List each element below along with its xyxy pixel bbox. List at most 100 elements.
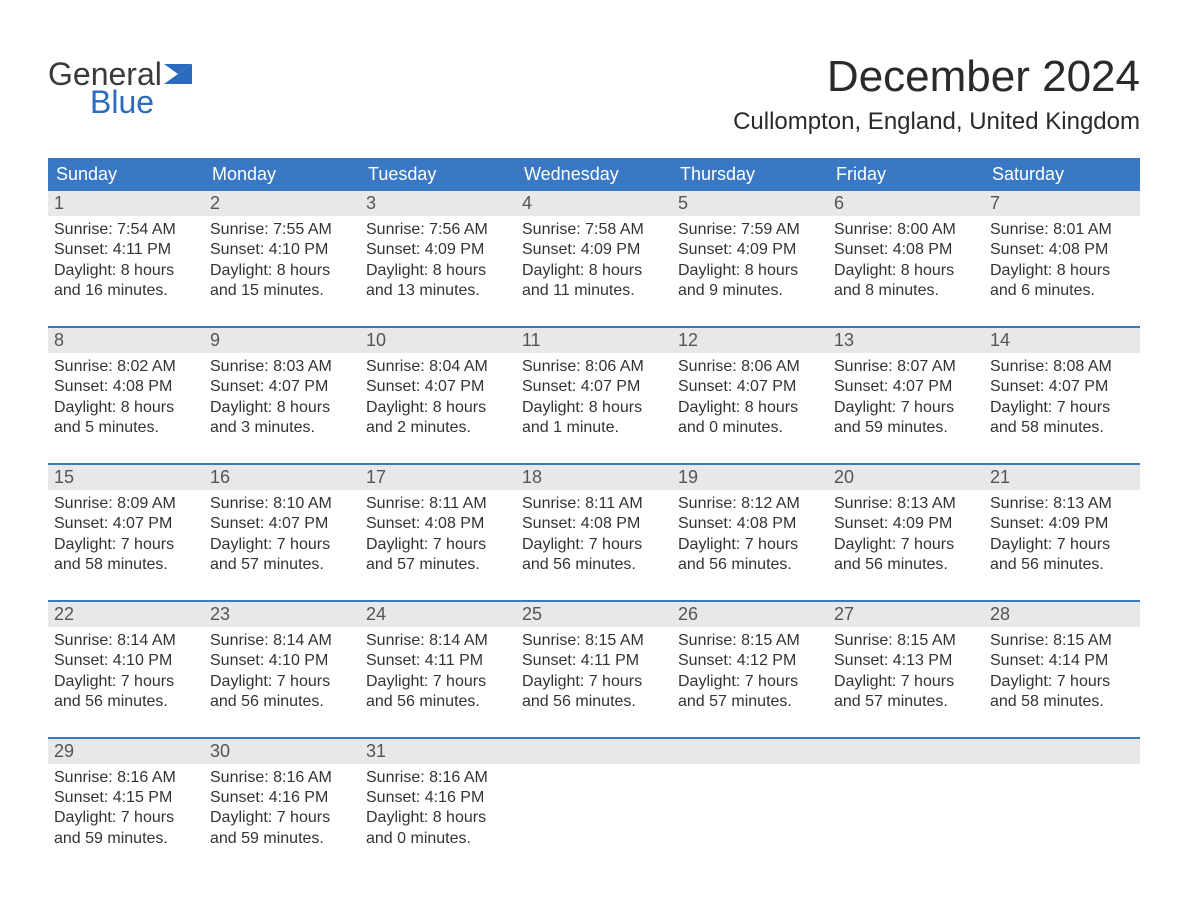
sunrise-text: Sunrise: 8:11 AM xyxy=(522,494,666,514)
day-details: Sunrise: 8:12 AMSunset: 4:08 PMDaylight:… xyxy=(672,490,828,580)
daylight-line2: and 5 minutes. xyxy=(54,418,198,438)
day-header: Friday xyxy=(828,158,984,191)
daylight-line1: Daylight: 7 hours xyxy=(366,672,510,692)
day-number: 13 xyxy=(828,328,984,353)
day-details: Sunrise: 8:14 AMSunset: 4:10 PMDaylight:… xyxy=(204,627,360,717)
sunrise-text: Sunrise: 8:14 AM xyxy=(366,631,510,651)
day-details: Sunrise: 8:16 AMSunset: 4:15 PMDaylight:… xyxy=(48,764,204,854)
sunrise-text: Sunrise: 8:15 AM xyxy=(522,631,666,651)
sunset-text: Sunset: 4:13 PM xyxy=(834,651,978,671)
sunrise-text: Sunrise: 8:02 AM xyxy=(54,357,198,377)
sunrise-text: Sunrise: 8:14 AM xyxy=(54,631,198,651)
daynum-row: 15161718192021 xyxy=(48,465,1140,490)
sunset-text: Sunset: 4:08 PM xyxy=(834,240,978,260)
sunrise-text: Sunrise: 8:07 AM xyxy=(834,357,978,377)
day-details: Sunrise: 8:03 AMSunset: 4:07 PMDaylight:… xyxy=(204,353,360,443)
day-number: 16 xyxy=(204,465,360,490)
details-row: Sunrise: 8:14 AMSunset: 4:10 PMDaylight:… xyxy=(48,627,1140,717)
sunset-text: Sunset: 4:09 PM xyxy=(990,514,1134,534)
daylight-line2: and 2 minutes. xyxy=(366,418,510,438)
daylight-line1: Daylight: 7 hours xyxy=(54,808,198,828)
day-header: Saturday xyxy=(984,158,1140,191)
sunset-text: Sunset: 4:15 PM xyxy=(54,788,198,808)
logo: General Blue xyxy=(48,40,192,118)
sunset-text: Sunset: 4:07 PM xyxy=(210,514,354,534)
daynum-row: 22232425262728 xyxy=(48,602,1140,627)
daylight-line2: and 56 minutes. xyxy=(834,555,978,575)
daylight-line1: Daylight: 7 hours xyxy=(990,535,1134,555)
sunrise-text: Sunrise: 8:15 AM xyxy=(678,631,822,651)
day-details: Sunrise: 7:54 AMSunset: 4:11 PMDaylight:… xyxy=(48,216,204,306)
sunrise-text: Sunrise: 7:54 AM xyxy=(54,220,198,240)
day-details: Sunrise: 8:07 AMSunset: 4:07 PMDaylight:… xyxy=(828,353,984,443)
daylight-line1: Daylight: 7 hours xyxy=(54,672,198,692)
sunrise-text: Sunrise: 8:15 AM xyxy=(990,631,1134,651)
daylight-line1: Daylight: 8 hours xyxy=(366,808,510,828)
day-details xyxy=(984,764,1140,854)
day-details: Sunrise: 8:06 AMSunset: 4:07 PMDaylight:… xyxy=(516,353,672,443)
day-details: Sunrise: 8:01 AMSunset: 4:08 PMDaylight:… xyxy=(984,216,1140,306)
daylight-line1: Daylight: 7 hours xyxy=(210,672,354,692)
sunrise-text: Sunrise: 7:56 AM xyxy=(366,220,510,240)
sunset-text: Sunset: 4:10 PM xyxy=(210,651,354,671)
daylight-line2: and 13 minutes. xyxy=(366,281,510,301)
sunrise-text: Sunrise: 8:04 AM xyxy=(366,357,510,377)
daylight-line2: and 57 minutes. xyxy=(834,692,978,712)
sunrise-text: Sunrise: 8:15 AM xyxy=(834,631,978,651)
sunset-text: Sunset: 4:08 PM xyxy=(54,377,198,397)
day-number: 8 xyxy=(48,328,204,353)
daylight-line2: and 56 minutes. xyxy=(54,692,198,712)
daylight-line1: Daylight: 7 hours xyxy=(678,535,822,555)
daylight-line1: Daylight: 8 hours xyxy=(366,261,510,281)
daylight-line1: Daylight: 7 hours xyxy=(678,672,822,692)
day-number: 26 xyxy=(672,602,828,627)
sunset-text: Sunset: 4:07 PM xyxy=(678,377,822,397)
week-row: 22232425262728Sunrise: 8:14 AMSunset: 4:… xyxy=(48,600,1140,717)
sunset-text: Sunset: 4:07 PM xyxy=(522,377,666,397)
week-row: 891011121314 Sunrise: 8:02 AMSunset: 4:08… xyxy=(48,326,1140,443)
sunrise-text: Sunrise: 8:01 AM xyxy=(990,220,1134,240)
day-details: Sunrise: 8:06 AMSunset: 4:07 PMDaylight:… xyxy=(672,353,828,443)
day-details: Sunrise: 8:14 AMSunset: 4:11 PMDaylight:… xyxy=(360,627,516,717)
sunrise-text: Sunrise: 7:59 AM xyxy=(678,220,822,240)
day-number: 3 xyxy=(360,191,516,216)
sunset-text: Sunset: 4:08 PM xyxy=(366,514,510,534)
day-number: 29 xyxy=(48,739,204,764)
header: General Blue December 2024 Cullompton, E… xyxy=(48,40,1140,150)
daylight-line1: Daylight: 8 hours xyxy=(678,261,822,281)
daylight-line1: Daylight: 8 hours xyxy=(54,261,198,281)
daylight-line1: Daylight: 8 hours xyxy=(522,398,666,418)
day-number: 20 xyxy=(828,465,984,490)
sunset-text: Sunset: 4:10 PM xyxy=(210,240,354,260)
sunset-text: Sunset: 4:07 PM xyxy=(210,377,354,397)
sunset-text: Sunset: 4:12 PM xyxy=(678,651,822,671)
daylight-line1: Daylight: 7 hours xyxy=(54,535,198,555)
daylight-line2: and 9 minutes. xyxy=(678,281,822,301)
day-header-row: SundayMondayTuesdayWednesdayThursdayFrid… xyxy=(48,158,1140,191)
daynum-row: 891011121314 xyxy=(48,328,1140,353)
details-row: Sunrise: 8:16 AMSunset: 4:15 PMDaylight:… xyxy=(48,764,1140,854)
day-details: Sunrise: 8:14 AMSunset: 4:10 PMDaylight:… xyxy=(48,627,204,717)
day-number xyxy=(984,739,1140,764)
day-number: 17 xyxy=(360,465,516,490)
day-details: Sunrise: 8:15 AMSunset: 4:13 PMDaylight:… xyxy=(828,627,984,717)
sunset-text: Sunset: 4:09 PM xyxy=(678,240,822,260)
day-details: Sunrise: 8:15 AMSunset: 4:12 PMDaylight:… xyxy=(672,627,828,717)
sunset-text: Sunset: 4:11 PM xyxy=(54,240,198,260)
sunrise-text: Sunrise: 8:03 AM xyxy=(210,357,354,377)
daylight-line1: Daylight: 8 hours xyxy=(990,261,1134,281)
calendar-grid: SundayMondayTuesdayWednesdayThursdayFrid… xyxy=(48,158,1140,853)
daylight-line2: and 56 minutes. xyxy=(366,692,510,712)
day-details: Sunrise: 8:11 AMSunset: 4:08 PMDaylight:… xyxy=(516,490,672,580)
daylight-line1: Daylight: 7 hours xyxy=(990,672,1134,692)
daylight-line1: Daylight: 7 hours xyxy=(990,398,1134,418)
day-number: 27 xyxy=(828,602,984,627)
day-number: 11 xyxy=(516,328,672,353)
daynum-row: 1234567 xyxy=(48,191,1140,216)
daylight-line2: and 1 minute. xyxy=(522,418,666,438)
daylight-line2: and 8 minutes. xyxy=(834,281,978,301)
daylight-line1: Daylight: 7 hours xyxy=(834,535,978,555)
daylight-line2: and 57 minutes. xyxy=(210,555,354,575)
day-header: Tuesday xyxy=(360,158,516,191)
daylight-line2: and 56 minutes. xyxy=(522,692,666,712)
